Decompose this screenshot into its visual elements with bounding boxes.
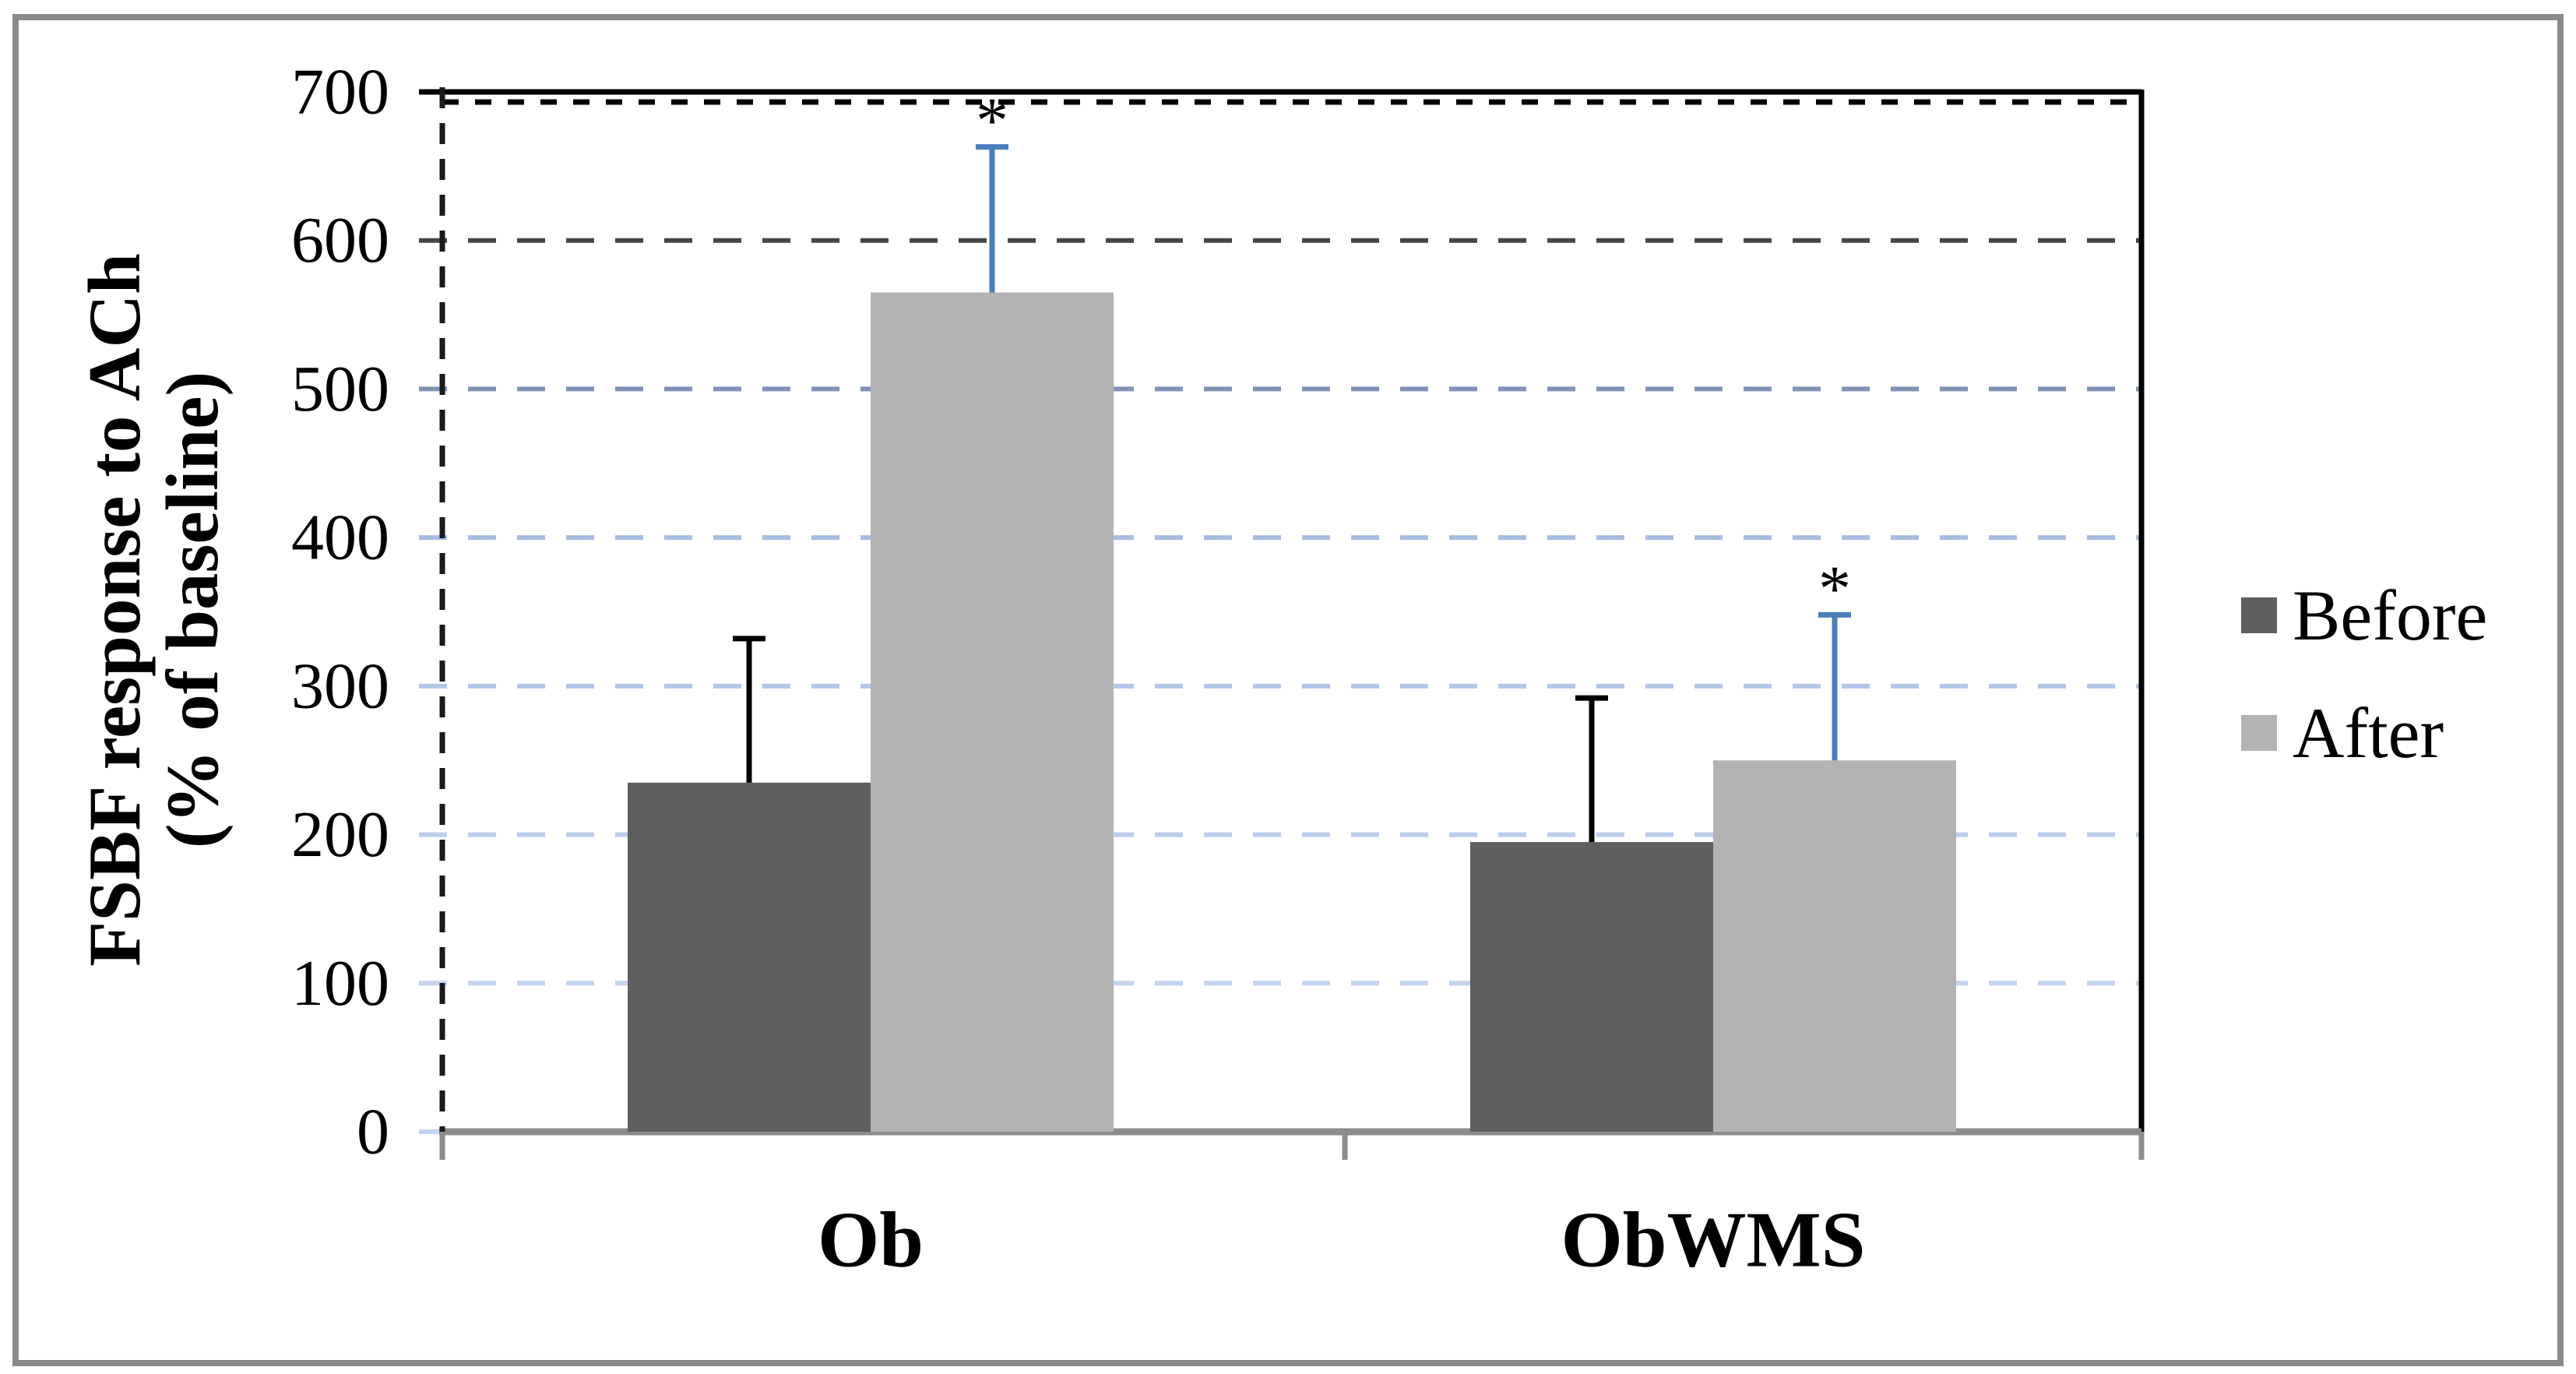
bar-obwms-before: [1470, 842, 1713, 1132]
legend-swatch-after: [2241, 715, 2277, 751]
legend-label-after: After: [2293, 693, 2444, 773]
y-axis-title-line-2: (% of baseline): [151, 372, 234, 848]
y-axis-title-line-1: FSBF response to ACh: [73, 253, 156, 967]
y-axis-tick-label-100: 100: [291, 947, 389, 1020]
x-axis-label-ob: Ob: [818, 1196, 924, 1284]
figure-outer-border: [12, 14, 2564, 1366]
bar-ob-before: [628, 782, 871, 1132]
y-axis-tick-label-700: 700: [291, 56, 389, 129]
y-axis-tick-label-600: 600: [291, 204, 389, 277]
significance-asterisk-obwms-after: *: [1818, 552, 1851, 625]
y-axis-tick-label-0: 0: [357, 1096, 389, 1168]
x-axis-label-obwms: ObWMS: [1561, 1196, 1865, 1284]
bar-obwms-after: [1713, 760, 1956, 1132]
significance-asterisk-ob-after: *: [976, 85, 1008, 157]
legend-label-before: Before: [2293, 576, 2487, 655]
bar-ob-after: [871, 292, 1114, 1132]
y-axis-tick-label-200: 200: [291, 798, 389, 871]
y-axis-tick-label-400: 400: [291, 502, 389, 574]
legend-swatch-before: [2241, 597, 2277, 633]
y-axis-tick-label-300: 300: [291, 650, 389, 722]
y-axis-tick-label-500: 500: [291, 353, 389, 425]
